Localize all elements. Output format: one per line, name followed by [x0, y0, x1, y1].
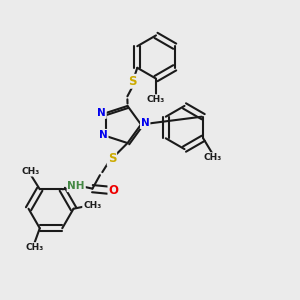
Text: CH₃: CH₃	[22, 167, 40, 176]
Text: CH₃: CH₃	[203, 153, 221, 162]
Text: N: N	[99, 130, 108, 140]
Text: S: S	[108, 152, 116, 165]
Text: NH: NH	[68, 181, 85, 191]
Text: CH₃: CH₃	[147, 95, 165, 104]
Text: CH₃: CH₃	[83, 201, 101, 210]
Text: S: S	[128, 75, 137, 88]
Text: N: N	[141, 118, 150, 128]
Text: N: N	[97, 108, 106, 118]
Text: O: O	[108, 184, 118, 196]
Text: CH₃: CH₃	[25, 243, 44, 252]
